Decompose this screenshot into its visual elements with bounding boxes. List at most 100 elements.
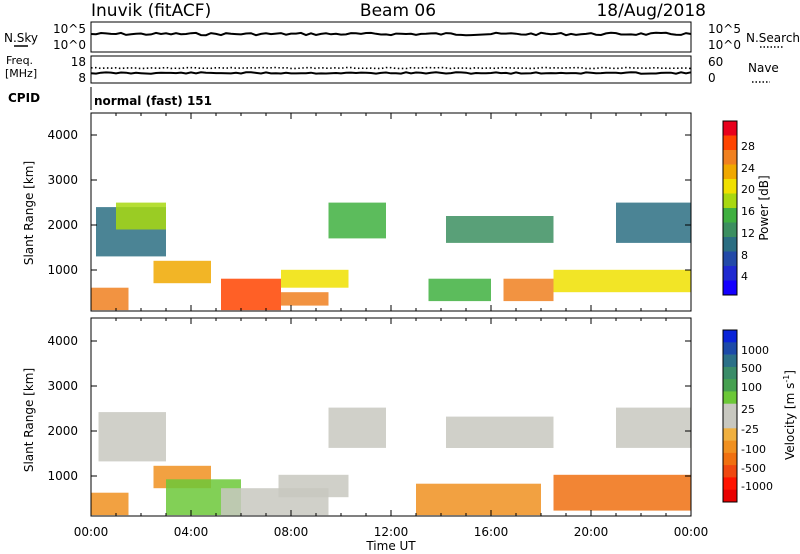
heatmap-cell	[416, 483, 541, 516]
power-colorbar-label: Power [dB]	[757, 175, 771, 240]
x-tick-0000: 00:00	[74, 525, 109, 539]
velocity-yticks	[91, 340, 691, 477]
n-sky-label: N.Sky	[4, 31, 38, 45]
velocity-ytick-1000: 1000	[47, 469, 78, 483]
power-ytick-3000: 3000	[47, 173, 78, 187]
colorbar-swatch	[723, 208, 737, 223]
colorbar-swatch	[723, 465, 737, 478]
colorbar-swatch	[723, 477, 737, 490]
velocity-ytick-3000: 3000	[47, 379, 78, 393]
heatmap-cell	[91, 492, 129, 516]
x-tick-end-0000: 00:00	[674, 525, 709, 539]
heatmap-cell	[553, 269, 691, 293]
freq-unit-label: [MHz]	[5, 67, 37, 80]
noise-right-tick-top: 10^5	[708, 22, 741, 36]
freq-right-tick-bottom: 0	[708, 71, 716, 85]
velocity-ytick-4000: 4000	[47, 334, 78, 348]
x-tick-0400: 04:00	[174, 525, 209, 539]
power-cbar-tick-16: 16	[741, 205, 755, 218]
colorbar-swatch	[723, 222, 737, 238]
power-ylabel: Slant Range [km]	[22, 161, 36, 265]
velocity-cbar-tick-1000: 1000	[741, 344, 769, 357]
heatmap-cell	[153, 260, 211, 284]
colorbar-swatch	[723, 342, 737, 355]
power-panel: 4000 3000 2000 1000 Slant Range [km]	[22, 112, 692, 312]
colorbar-swatch	[723, 354, 737, 368]
power-cbar-tick-4: 4	[741, 270, 748, 283]
velocity-panel: 4000 3000 2000 1000 Slant Range [km]	[22, 317, 692, 517]
x-axis-label: Time UT	[365, 539, 416, 553]
noise-panel: N.Sky 10^5 10^0 10^5 10^0 N.Search	[4, 21, 800, 53]
x-tick-2000: 20:00	[574, 525, 609, 539]
power-ytick-1000: 1000	[47, 263, 78, 277]
freq-left-tick-bottom: 8	[78, 71, 86, 85]
velocity-cbar-tick-neg100: -100	[741, 443, 766, 456]
heatmap-cell	[328, 407, 386, 448]
colorbar-swatch	[723, 237, 737, 252]
frequency-panel: Freq. [MHz] 18 8 60 0 Nave	[5, 54, 779, 85]
velocity-ylabel: Slant Range [km]	[22, 368, 36, 472]
colorbar-swatch	[723, 379, 737, 392]
heatmap-cell	[98, 412, 166, 462]
heatmap-cell	[503, 278, 554, 302]
power-colorbar: 28 24 20 16 12 8 4 Power [dB]	[722, 120, 771, 296]
freq-label: Freq.	[6, 54, 33, 67]
colorbar-swatch	[723, 403, 737, 417]
cpid-label: CPID	[8, 91, 40, 105]
colorbar-swatch	[723, 266, 737, 281]
colorbar-swatch	[723, 164, 737, 180]
velocity-cbar-tick-25: 25	[741, 403, 755, 416]
noise-left-tick-bottom: 10^0	[53, 38, 86, 52]
heatmap-cell	[616, 407, 691, 448]
colorbar-swatch	[723, 452, 737, 466]
heatmap-cell	[221, 278, 281, 311]
heatmap-cell	[278, 474, 349, 498]
velocity-cbar-tick-500: 500	[741, 362, 762, 375]
power-yticks	[91, 134, 691, 271]
x-tick-1200: 12:00	[374, 525, 409, 539]
cpid-value: normal (fast) 151	[94, 94, 212, 108]
freq-left-tick-top: 18	[71, 55, 86, 69]
freq-right-tick-top: 60	[708, 55, 723, 69]
colorbar-swatch	[723, 135, 737, 151]
velocity-data-regions	[91, 407, 691, 516]
noise-right-tick-bottom: 10^0	[708, 38, 741, 52]
velocity-cbar-tick-100: 100	[741, 381, 762, 394]
x-axis-ticks	[90, 113, 692, 516]
velocity-colorbar: 1000 500 100 25 -25 -100 -500 -1000 Velo…	[722, 329, 797, 503]
heatmap-cell	[281, 292, 329, 306]
beam-title: Beam 06	[360, 1, 436, 21]
power-data-regions	[91, 202, 691, 311]
colorbar-swatch	[723, 193, 737, 209]
power-ytick-2000: 2000	[47, 218, 78, 232]
date-title: 18/Aug/2018	[596, 1, 706, 21]
noise-left-tick-top: 10^5	[53, 22, 86, 36]
heatmap-cell	[616, 202, 691, 243]
colorbar-swatch	[723, 251, 737, 267]
frequency-line	[90, 71, 692, 75]
colorbar-swatch	[723, 428, 737, 441]
colorbar-swatch	[723, 366, 737, 380]
colorbar-swatch	[723, 391, 737, 404]
colorbar-swatch	[723, 416, 737, 429]
colorbar-swatch	[723, 280, 737, 296]
colorbar-swatch	[723, 179, 737, 194]
velocity-colorbar-label: Velocity [m s-1]	[782, 370, 797, 460]
x-tick-0800: 08:00	[274, 525, 309, 539]
power-cbar-tick-8: 8	[741, 249, 748, 262]
heatmap-cell	[91, 287, 129, 311]
noise-sky-line	[90, 31, 692, 37]
nave-line	[90, 66, 692, 70]
colorbar-swatch	[723, 489, 737, 503]
colorbar-swatch	[723, 440, 737, 454]
station-title: Inuvik (fitACF)	[91, 1, 211, 21]
n-search-label: N.Search	[746, 31, 800, 45]
velocity-cbar-tick-neg500: -500	[741, 462, 766, 475]
heatmap-cell	[428, 278, 491, 302]
heatmap-cell	[446, 216, 554, 243]
power-ytick-4000: 4000	[47, 128, 78, 142]
velocity-ytick-2000: 2000	[47, 424, 78, 438]
heatmap-cell	[328, 202, 386, 239]
power-cbar-tick-12: 12	[741, 227, 755, 240]
